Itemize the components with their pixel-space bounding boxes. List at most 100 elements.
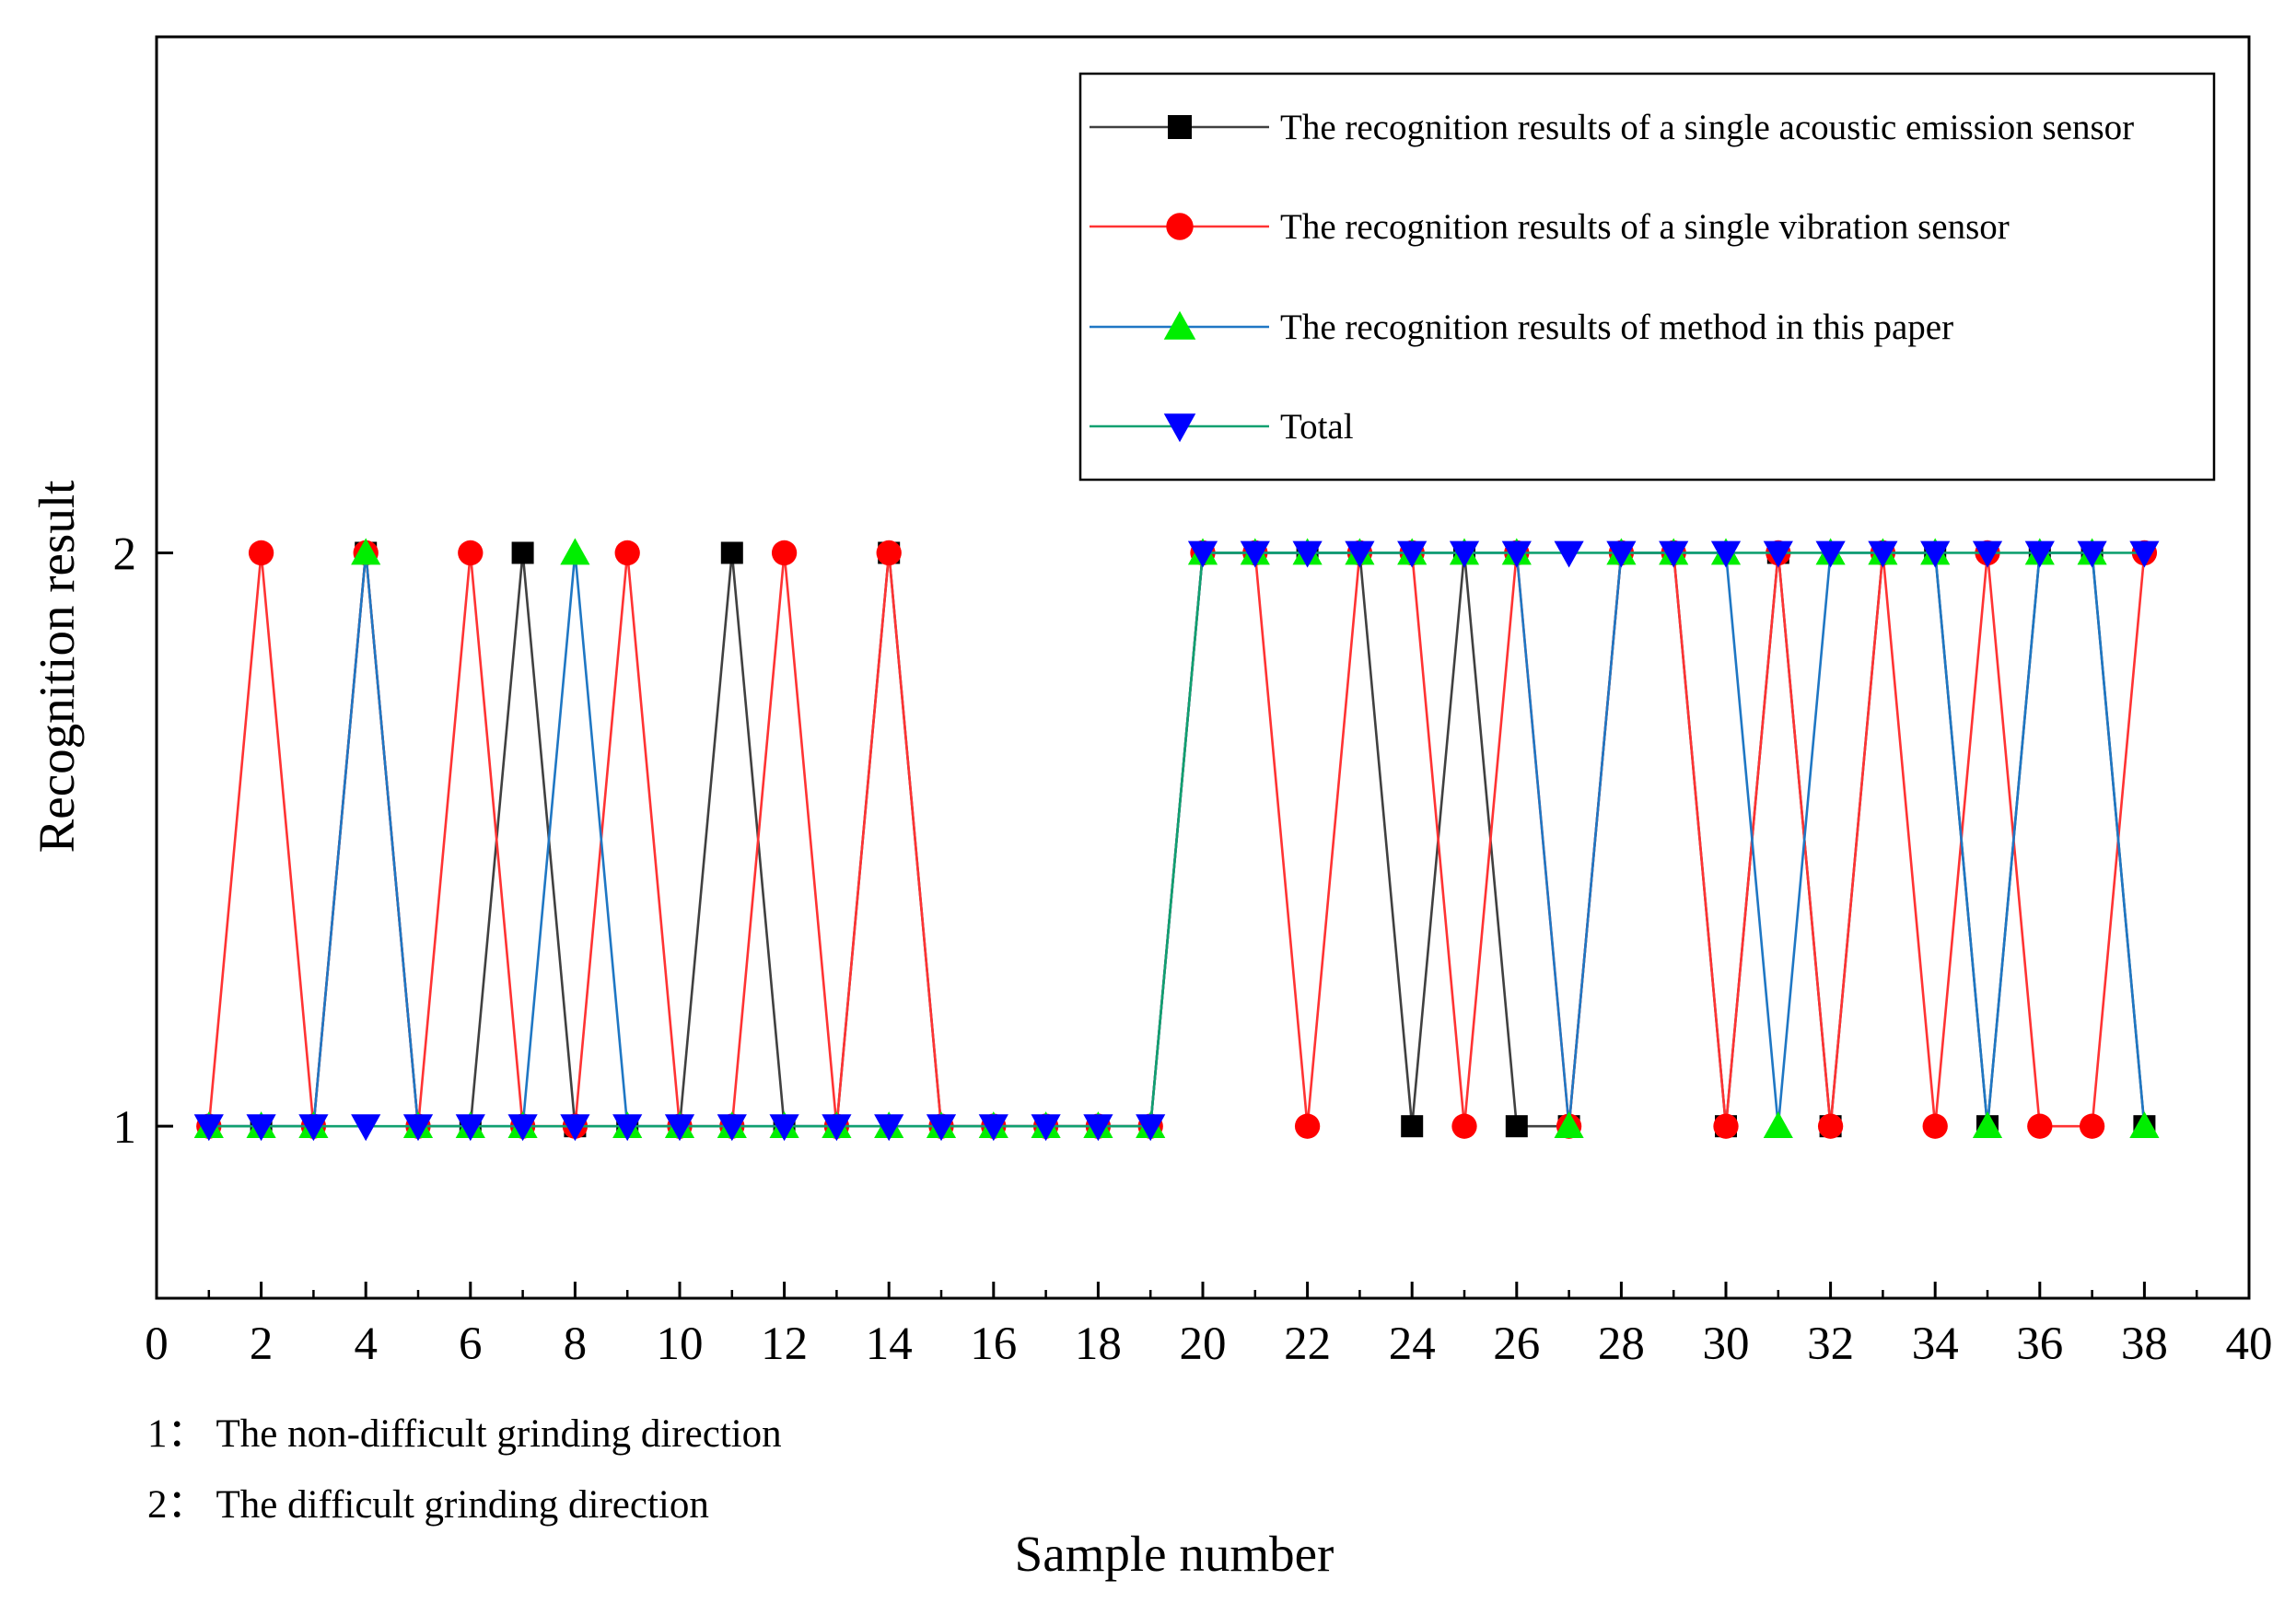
series-4-point (926, 1114, 957, 1142)
x-tick-label: 24 (1389, 1318, 1436, 1370)
series-2-point (1922, 1113, 1948, 1139)
x-tick-label: 26 (1493, 1318, 1540, 1370)
legend-label: The recognition results of method in thi… (1280, 308, 1953, 347)
x-tick-label: 6 (459, 1318, 483, 1370)
legend-item: The recognition results of a single acou… (1090, 108, 2134, 147)
series-2-point (876, 540, 902, 566)
y-tick-label: 2 (113, 529, 137, 580)
series-2-point (2027, 1113, 2053, 1139)
legend-item: The recognition results of method in thi… (1090, 308, 1953, 347)
series-layer (193, 538, 2160, 1142)
note-2: 2： The difficult grinding direction (147, 1483, 709, 1527)
series-3-point (560, 538, 590, 565)
series-2-point (1294, 1113, 1321, 1139)
x-tick-label: 4 (354, 1318, 378, 1370)
series-2-point (1817, 1113, 1844, 1139)
series-4-point (664, 1114, 695, 1142)
series-4-point (193, 1114, 224, 1142)
legend-marker (1163, 310, 1196, 340)
series-4-point (1031, 1114, 1061, 1142)
series-3-point (1554, 1111, 1584, 1139)
x-tick-label: 38 (2121, 1318, 2168, 1370)
series-4-point (1868, 540, 1898, 568)
series-4-point (978, 1114, 1008, 1142)
y-tick-label: 1 (113, 1102, 137, 1154)
series-4-point (246, 1114, 276, 1142)
legend-label: The recognition results of a single vibr… (1280, 207, 2010, 247)
x-tick-label: 40 (2226, 1318, 2273, 1370)
series-4-point (769, 1114, 799, 1142)
legend-items: The recognition results of a single acou… (1090, 108, 2134, 447)
x-tick-label: 12 (761, 1318, 808, 1370)
legend-item: Total (1090, 407, 1354, 447)
series-4-point (1972, 540, 2003, 568)
x-tick-label: 20 (1180, 1318, 1227, 1370)
y-axis-title: Recognition result (29, 481, 85, 854)
series-1-point (511, 541, 534, 564)
series-4-point (1501, 540, 1532, 568)
series-4-point (455, 1114, 485, 1142)
series-4-point (1240, 540, 1270, 568)
series-3-point (1972, 1111, 2003, 1139)
x-tick-label: 34 (1912, 1318, 1959, 1370)
series-4-point (560, 1114, 590, 1142)
series-4-point (1136, 1114, 1166, 1142)
x-tick-label: 0 (145, 1318, 169, 1370)
series-2-point (771, 540, 798, 566)
series-4-point (612, 1114, 643, 1142)
x-tick-label: 10 (657, 1318, 704, 1370)
x-tick-label: 36 (2016, 1318, 2063, 1370)
series-4-point (1083, 1114, 1113, 1142)
series-4-point (2129, 540, 2160, 568)
legend-label: The recognition results of a single acou… (1280, 108, 2134, 147)
x-tick-label: 14 (866, 1318, 913, 1370)
legend-marker (1168, 115, 1192, 139)
series-1-point (720, 541, 743, 564)
legend-item: The recognition results of a single vibr… (1090, 207, 2010, 247)
legend-marker (1163, 413, 1196, 443)
series-1-point (1401, 1115, 1424, 1138)
series-2-point (614, 540, 640, 566)
x-tick-label: 2 (250, 1318, 274, 1370)
series-4-point (402, 1114, 434, 1142)
x-tick-label: 30 (1703, 1318, 1750, 1370)
x-tick-label: 28 (1598, 1318, 1645, 1370)
legend: The recognition results of a single acou… (1078, 72, 2216, 482)
series-4-point (507, 1114, 538, 1142)
note-1: 1： The non-difficult grinding direction (147, 1412, 782, 1456)
series-4-point (1606, 540, 1637, 568)
series-4-point (1397, 540, 1428, 568)
series-4-point (874, 1114, 904, 1142)
series-4-point (1554, 540, 1584, 568)
legend-marker (1166, 213, 1194, 240)
series-4-point (2024, 540, 2055, 568)
series-4-point (1763, 540, 1793, 568)
series-2-point (2079, 1113, 2105, 1139)
series-4-point (298, 1114, 329, 1142)
series-2-point (248, 540, 274, 566)
series-1-point (1505, 1115, 1528, 1138)
series-3-point (351, 538, 381, 565)
series-2-point (1713, 1113, 1739, 1139)
x-tick-label: 8 (564, 1318, 588, 1370)
series-4-point (1710, 540, 1742, 568)
series-line (208, 552, 2145, 1128)
series-4-point (1449, 540, 1480, 568)
y-axis: 12 (113, 529, 173, 1154)
x-tick-label: 16 (970, 1318, 1017, 1370)
series-4-point (717, 1114, 747, 1142)
x-tick-label: 18 (1075, 1318, 1122, 1370)
series-4-point (822, 1114, 852, 1142)
x-tick-label: 32 (1807, 1318, 1854, 1370)
series-4-point (351, 1114, 381, 1142)
legend-label: Total (1280, 407, 1354, 447)
series-2-point (1451, 1113, 1477, 1139)
series-3-point (2129, 1111, 2160, 1139)
series-2-point (458, 540, 484, 566)
series-4-point (1659, 540, 1689, 568)
x-tick-label: 22 (1284, 1318, 1331, 1370)
series-4-point (2077, 540, 2107, 568)
series-4-point (1345, 540, 1375, 568)
series-3-point (1763, 1111, 1793, 1139)
